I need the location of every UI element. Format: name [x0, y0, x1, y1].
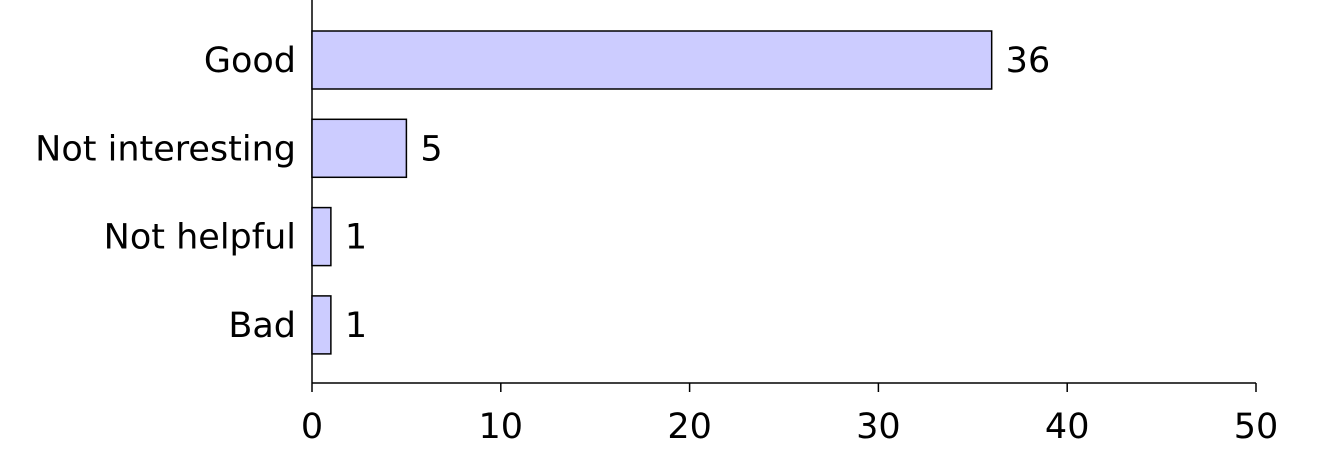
bar: [311, 30, 993, 90]
x-tick-label: 40: [1045, 407, 1090, 447]
value-label: 1: [345, 306, 367, 346]
value-label: 1: [345, 218, 367, 258]
bar: [311, 295, 332, 355]
x-tick-label: 20: [667, 407, 712, 447]
x-tick-label: 0: [301, 407, 323, 447]
value-label: 36: [1006, 41, 1051, 81]
y-tick-label: Not helpful: [104, 218, 296, 258]
bar: [311, 118, 408, 179]
x-tick-label: 30: [856, 407, 901, 447]
bar: [311, 206, 332, 267]
x-tick-label: 10: [479, 407, 524, 447]
y-tick-label: Not interesting: [35, 129, 296, 169]
x-tick-label: 50: [1234, 407, 1279, 447]
y-tick-label: Bad: [228, 306, 296, 346]
y-tick-label: Good: [204, 41, 296, 81]
value-label: 5: [420, 129, 442, 169]
